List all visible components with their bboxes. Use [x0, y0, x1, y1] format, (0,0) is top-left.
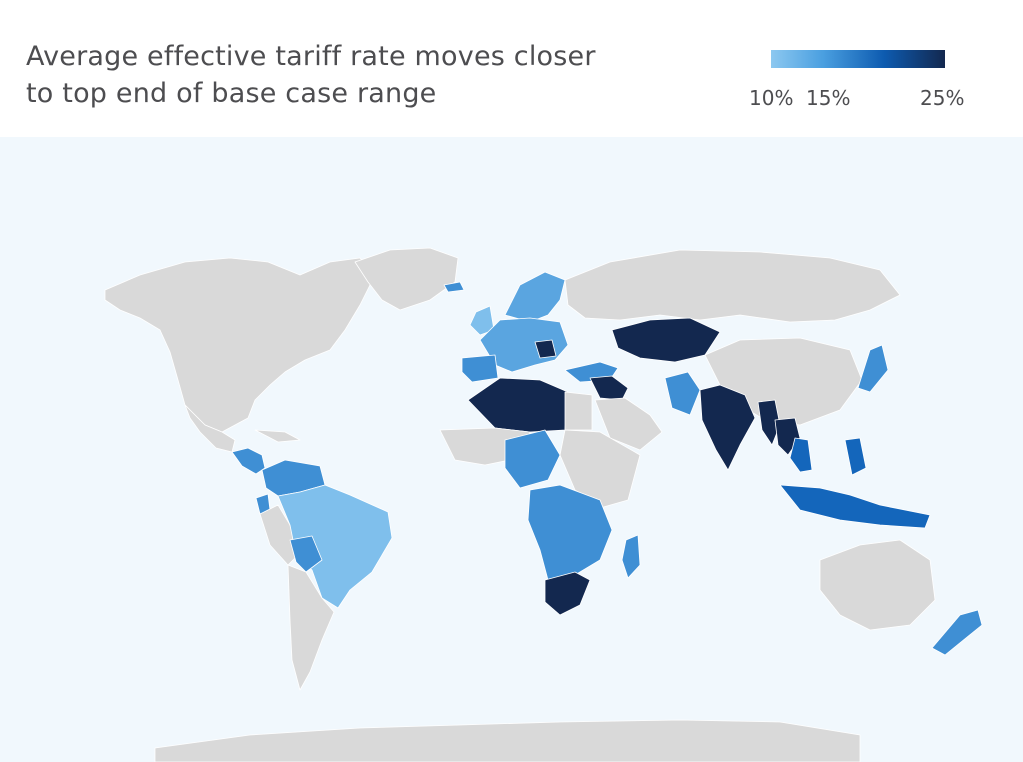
- chart-title: Average effective tariff rate moves clos…: [26, 38, 666, 112]
- east-africa: [559, 429, 641, 509]
- kazakhstan: [611, 317, 721, 363]
- world-map-svg: [104, 247, 983, 762]
- southern-cone: [287, 564, 335, 691]
- north-america-landmass: [104, 257, 376, 433]
- north-africa: [467, 377, 569, 433]
- iceland: [443, 281, 465, 293]
- antarctica: [154, 719, 861, 762]
- header: Average effective tariff rate moves clos…: [0, 0, 1023, 137]
- caribbean: [254, 429, 301, 443]
- egypt: [564, 391, 593, 431]
- indonesia: [779, 484, 931, 529]
- philippines: [844, 437, 867, 476]
- world-map: [0, 137, 1023, 762]
- western-europe: [479, 317, 569, 373]
- madagascar: [621, 534, 641, 579]
- pakistan: [664, 371, 701, 416]
- bolivia: [289, 535, 323, 573]
- myanmar: [757, 399, 781, 446]
- australia: [819, 539, 936, 631]
- color-legend: 10% 15% 25%: [745, 50, 975, 120]
- vietnam: [789, 437, 813, 473]
- iberia: [461, 354, 499, 383]
- new-zealand: [931, 609, 983, 656]
- japan: [857, 344, 889, 393]
- title-line-2: to top end of base case range: [26, 78, 437, 109]
- nigeria-region: [504, 429, 561, 489]
- india: [699, 384, 756, 471]
- balkans: [534, 339, 557, 359]
- scandinavia: [504, 271, 566, 323]
- iraq-syria: [589, 375, 629, 401]
- south-africa: [544, 571, 591, 616]
- legend-label-10: 10%: [749, 86, 794, 110]
- russia: [564, 249, 901, 323]
- legend-gradient-bar: [771, 50, 945, 68]
- title-line-1: Average effective tariff rate moves clos…: [26, 41, 596, 72]
- greenland: [354, 247, 459, 311]
- central-america: [231, 447, 266, 475]
- legend-label-25: 25%: [920, 86, 965, 110]
- legend-label-15: 15%: [806, 86, 851, 110]
- central-southern-africa: [527, 484, 613, 581]
